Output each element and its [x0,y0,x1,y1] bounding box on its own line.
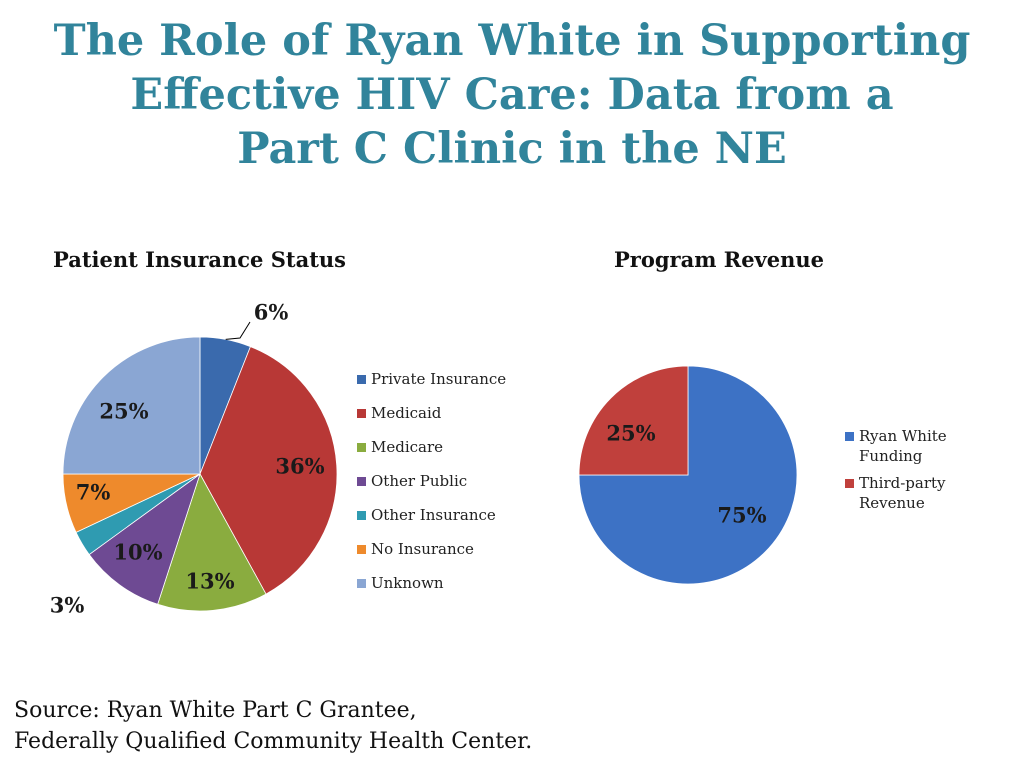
legend-swatch-private-insurance [357,375,366,384]
source-line-1: Source: Ryan White Part C Grantee, [14,698,417,723]
data-label-third-party-revenue: 25% [606,421,655,446]
slice-unknown [62,336,201,475]
insurance-chart-title: Patient Insurance Status [53,247,346,272]
slide-title-line-3: Part C Clinic in the NE [237,124,787,174]
slide-title-line-2: Effective HIV Care: Data from a [130,70,894,120]
legend-swatch-other-insurance [357,511,366,520]
legend-label-medicaid: Medicaid [371,404,442,422]
data-label-medicare: 13% [185,569,234,594]
legend-swatch-no-insurance [357,545,366,554]
leader-line-private-insurance [225,321,251,340]
legend-item-other-insurance: Other Insurance [357,505,557,539]
slice-medicare [157,472,267,612]
legend-label-other-insurance: Other Insurance [371,506,496,524]
legend-label-ryan-white-funding: Ryan White Funding [859,427,947,465]
legend-swatch-third-party-revenue [845,479,854,488]
data-label-no-insurance: 7% [76,480,111,505]
legend-label-unknown: Unknown [371,574,444,592]
data-label-other-insurance: 3% [50,593,85,618]
legend-label-no-insurance: No Insurance [371,540,474,558]
legend-swatch-unknown [357,579,366,588]
slide-title: The Role of Ryan White in Supporting Eff… [0,14,1024,176]
data-label-medicaid: 36% [275,454,324,479]
revenue-legend: Ryan White Funding Third-party Revenue [845,426,985,520]
legend-label-private-insurance: Private Insurance [371,370,507,388]
legend-swatch-other-public [357,477,366,486]
source-line-2: Federally Qualified Community Health Cen… [14,729,533,754]
legend-item-unknown: Unknown [357,573,557,607]
insurance-legend: Private Insurance Medicaid Medicare Other P… [357,369,557,607]
slice-other-public [88,472,201,605]
legend-label-third-party-revenue: Third-party Revenue [859,474,946,512]
data-label-private-insurance: 6% [254,300,289,325]
legend-item-third-party-revenue: Third-party Revenue [845,473,985,513]
legend-swatch-medicaid [357,409,366,418]
slide-title-line-1: The Role of Ryan White in Supporting [53,16,971,66]
legend-label-medicare: Medicare [371,438,444,456]
legend-item-other-public: Other Public [357,471,557,505]
data-label-unknown: 25% [99,399,148,424]
source-note: Source: Ryan White Part C Grantee, Feder… [14,695,532,757]
legend-item-private-insurance: Private Insurance [357,369,557,403]
slice-third-party-revenue [578,365,689,476]
revenue-chart-title: Program Revenue [614,247,825,272]
data-label-ryan-white-funding: 75% [717,503,766,528]
legend-item-ryan-white-funding: Ryan White Funding [845,426,985,466]
legend-label-other-public: Other Public [371,472,468,490]
legend-swatch-medicare [357,443,366,452]
legend-item-no-insurance: No Insurance [357,539,557,573]
slice-medicaid [199,346,338,595]
legend-swatch-ryan-white-funding [845,432,854,441]
legend-item-medicaid: Medicaid [357,403,557,437]
data-label-other-public: 10% [113,540,162,565]
legend-item-medicare: Medicare [357,437,557,471]
